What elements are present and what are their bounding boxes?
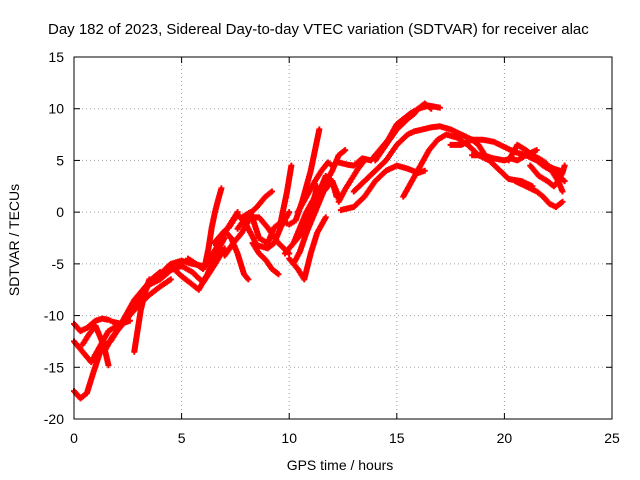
tick-labels: 0 5 10 15 20 25 -20 -15 -10 -5 0 5 10 15 bbox=[44, 49, 620, 446]
x-tick-label: 10 bbox=[281, 430, 297, 446]
series-arc-11 bbox=[210, 227, 252, 283]
x-tick-label: 5 bbox=[178, 430, 186, 446]
data-point bbox=[316, 126, 323, 133]
y-tick-label: 10 bbox=[48, 101, 64, 117]
x-tick-label: 25 bbox=[604, 430, 620, 446]
series-arc-14 bbox=[238, 162, 295, 247]
series-arc-16 bbox=[249, 240, 282, 278]
data-point bbox=[561, 178, 568, 185]
data-point bbox=[436, 104, 443, 111]
y-tick-label: 0 bbox=[56, 204, 64, 220]
series-arc-28 bbox=[372, 100, 435, 164]
data-point bbox=[146, 276, 153, 283]
data-point bbox=[559, 198, 566, 205]
data-point bbox=[329, 162, 336, 169]
data-point bbox=[342, 147, 349, 154]
x-tick-label: 20 bbox=[497, 430, 513, 446]
series-arc-23 bbox=[303, 172, 342, 236]
data-point bbox=[288, 162, 295, 169]
data-point bbox=[245, 276, 252, 283]
series-arc-6 bbox=[131, 276, 153, 355]
y-tick-label: -15 bbox=[44, 359, 64, 375]
y-tick-label: -5 bbox=[52, 256, 65, 272]
x-axis-label: GPS time / hours bbox=[286, 457, 394, 473]
data-point bbox=[286, 209, 293, 216]
data-point bbox=[428, 105, 435, 112]
y-tick-label: -10 bbox=[44, 308, 64, 324]
x-tick-label: 0 bbox=[70, 430, 78, 446]
plot-frame bbox=[73, 56, 613, 420]
y-tick-label: 15 bbox=[48, 49, 64, 65]
data-series bbox=[71, 100, 568, 402]
y-tick-label: 5 bbox=[56, 152, 64, 168]
data-point bbox=[533, 147, 540, 154]
series-arc-27 bbox=[337, 162, 428, 214]
axis-ticks bbox=[73, 56, 613, 420]
x-tick-label: 15 bbox=[389, 430, 405, 446]
series-arc-4 bbox=[79, 322, 112, 369]
data-point bbox=[218, 185, 225, 192]
data-point bbox=[268, 188, 275, 195]
series-arc-24 bbox=[335, 157, 368, 205]
y-axis-label: SDTVAR / TECUs bbox=[6, 183, 22, 297]
data-point bbox=[275, 271, 282, 278]
y-tick-label: -20 bbox=[44, 411, 64, 427]
series-arc-33 bbox=[512, 178, 566, 210]
series-arc-10 bbox=[202, 185, 225, 267]
series-arc-15 bbox=[234, 188, 275, 232]
data-point bbox=[421, 167, 428, 174]
series-arc-35 bbox=[533, 157, 568, 185]
data-point bbox=[559, 188, 566, 195]
data-point bbox=[167, 276, 174, 283]
grid-lines bbox=[74, 57, 612, 419]
chart-title: Day 182 of 2023, Sidereal Day-to-day VTE… bbox=[48, 21, 589, 38]
data-point bbox=[561, 162, 568, 169]
data-point bbox=[105, 362, 112, 369]
series-arc-22 bbox=[294, 159, 336, 216]
data-point bbox=[322, 214, 329, 221]
